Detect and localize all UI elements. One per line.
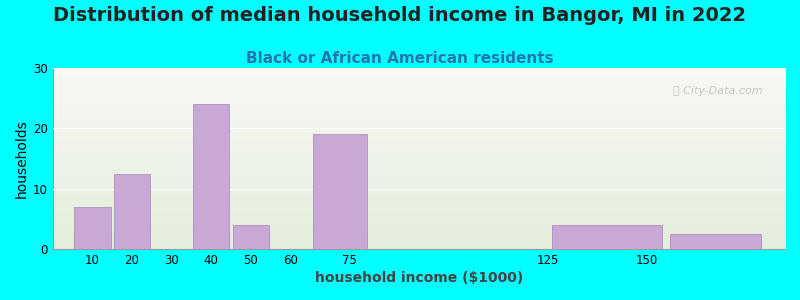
- Bar: [552, 225, 662, 249]
- Bar: [233, 225, 269, 249]
- Y-axis label: households: households: [15, 119, 29, 198]
- Text: Ⓢ City-Data.com: Ⓢ City-Data.com: [674, 86, 763, 96]
- Text: Black or African American residents: Black or African American residents: [246, 51, 554, 66]
- Bar: [313, 134, 367, 249]
- X-axis label: household income ($1000): household income ($1000): [315, 271, 523, 285]
- Bar: [114, 174, 150, 249]
- Bar: [193, 104, 230, 249]
- Bar: [670, 234, 762, 249]
- Bar: [74, 207, 110, 249]
- Text: Distribution of median household income in Bangor, MI in 2022: Distribution of median household income …: [54, 6, 746, 25]
